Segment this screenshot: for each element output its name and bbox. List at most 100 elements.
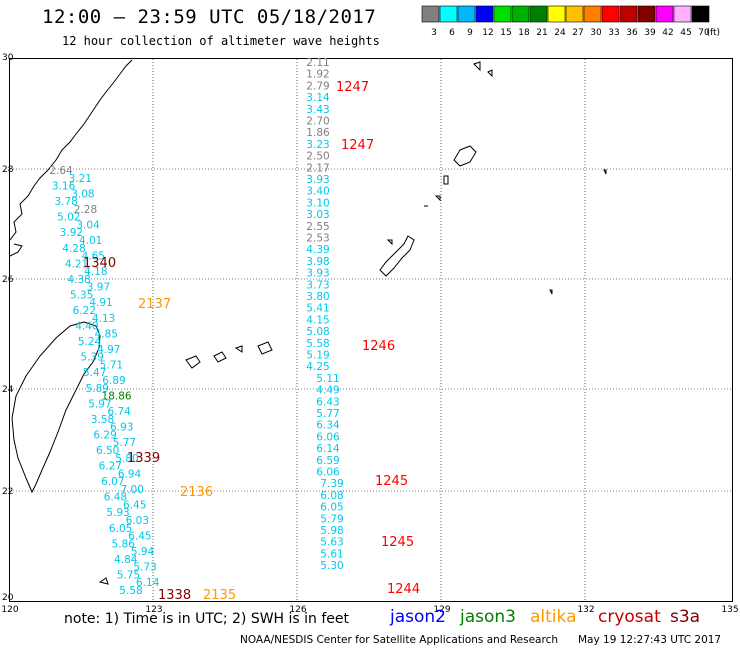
wave-height-value: 5.39: [80, 352, 103, 364]
legend-swatch: [547, 5, 566, 23]
wave-height-value: 4.25: [306, 361, 329, 373]
legend-swatch: [421, 5, 440, 23]
china-coastline: [9, 59, 133, 257]
wave-height-value: 3.23: [306, 139, 329, 151]
track-east: 2.111.922.793.143.432.701.863.232.502.17…: [306, 57, 343, 572]
wave-height-value: 5.93: [106, 507, 129, 519]
legend-label: 30: [590, 28, 602, 38]
legend-swatch: [619, 5, 638, 23]
wave-height-value: 5.75: [117, 569, 140, 581]
coastlines: [9, 59, 607, 585]
wave-height-value: 5.73: [133, 562, 156, 574]
y-tick-label: 28: [2, 165, 14, 175]
wave-height-value: 6.50: [96, 445, 119, 457]
pass-time-label: 1247: [341, 138, 374, 153]
wave-height-value: 4.84: [114, 554, 138, 566]
wave-height-value: 3.40: [306, 186, 329, 198]
pass-time-label: 1245: [375, 474, 408, 489]
miyako-coastline: [234, 345, 243, 353]
wave-height-value: 2.17: [306, 162, 329, 174]
amami-coastline: [453, 145, 477, 167]
wave-height-value: 6.06: [316, 431, 340, 443]
wave-height-value: 4.28: [62, 243, 85, 255]
wave-height-value: 5.89: [86, 383, 109, 395]
satellite-altika: altika: [530, 607, 577, 627]
legend-swatch: [673, 5, 692, 23]
wave-height-value: 5.63: [320, 537, 343, 549]
map-title: 12:00 — 23:59 UTC 05/18/2017: [42, 6, 377, 28]
legend-label: 33: [608, 28, 619, 38]
legend-label: 6: [449, 28, 455, 38]
wave-height-value: 3.03: [306, 209, 329, 221]
wave-height-value: 4.13: [92, 313, 115, 325]
legend-swatch: [475, 5, 494, 23]
wave-height-value: 5.58: [306, 338, 329, 350]
x-tick-label: 126: [289, 605, 306, 615]
wave-height-value: 6.14: [316, 443, 340, 455]
pass-time-label: 2135: [203, 588, 236, 603]
wave-height-value: 6.14: [136, 577, 160, 589]
wave-height-value: 5.86: [112, 538, 136, 550]
tokara-coastline: [386, 61, 493, 246]
wave-height-value: 3.21: [69, 173, 92, 185]
wave-height-value: 6.59: [316, 455, 339, 467]
wave-height-value: 3.97: [87, 282, 110, 294]
legend-label: 15: [500, 28, 511, 38]
legend-label: 21: [536, 28, 547, 38]
x-tick-label: 120: [1, 605, 18, 615]
x-tick-label: 123: [145, 605, 162, 615]
wave-height-value: 7.00: [120, 484, 143, 496]
wave-height-value: 4.15: [306, 314, 329, 326]
wave-height-value: 5.30: [320, 560, 343, 572]
wave-height-value: 4.40: [75, 321, 98, 333]
wave-height-value: 5.24: [78, 336, 102, 348]
legend-swatch: [529, 5, 548, 23]
wave-height-value: 5.71: [100, 359, 123, 371]
wave-height-value: 6.45: [123, 499, 146, 511]
wave-height-value: 3.93: [306, 174, 329, 186]
pass-time-label: 1247: [336, 80, 369, 95]
wave-height-value: 5.11: [316, 373, 339, 385]
map-subtitle: 12 hour collection of altimeter wave hei…: [62, 34, 380, 48]
wave-height-value: 3.78: [54, 196, 77, 208]
wave-height-value: 5.58: [119, 585, 142, 597]
wave-height-value: 6.74: [107, 406, 131, 418]
track-west: 2.643.213.163.083.782.285.023.043.924.01…: [49, 165, 159, 597]
pass-times: 1247 1247 1340 2137 1246 1339 1245 2136 1245 1244…: [83, 80, 420, 603]
x-tick-label: 129: [433, 605, 450, 615]
wave-height-value: 5.80: [115, 453, 138, 465]
satellite-cryosat: cryosat: [598, 607, 661, 627]
wave-height-value: 5.77: [113, 437, 136, 449]
wave-height-value: 6.94: [118, 468, 142, 480]
legend-label: 39: [644, 28, 656, 38]
wave-height-value: 6.45: [128, 531, 151, 543]
x-tick-label: 132: [577, 605, 594, 615]
wave-height-value: 6.27: [99, 461, 122, 473]
pass-time-label: 1338: [158, 588, 191, 603]
wave-height-value: 6.22: [73, 305, 96, 317]
pass-time-label: 1246: [362, 339, 395, 354]
wave-height-value: 3.93: [306, 268, 329, 280]
wave-height-value: 2.70: [306, 116, 329, 128]
wave-height-value: 5.47: [83, 367, 106, 379]
pass-time-label: 2137: [138, 297, 171, 312]
wave-height-value: 3.80: [306, 291, 329, 303]
wave-height-value: 5.98: [320, 525, 343, 537]
legend-label: 9: [467, 28, 473, 38]
wave-height-value: 2.53: [306, 233, 329, 245]
legend-swatch: [565, 5, 584, 23]
wave-height-value: 5.77: [316, 408, 339, 420]
wave-height-value: 5.61: [320, 548, 343, 560]
legend-swatches: 3 6 9 12 15 18 21 24 27 30 33 36 39 42 45 70(ft): [421, 5, 720, 38]
wave-height-value: 2.11: [306, 57, 329, 69]
wave-height-value: 4.18: [84, 266, 107, 278]
wave-height-value: 6.05: [320, 502, 343, 514]
wave-height-value: 5.79: [320, 513, 343, 525]
wave-height-value: 4.91: [89, 297, 112, 309]
wave-height-value: 6.05: [109, 523, 132, 535]
wave-height-value: 2.28: [74, 204, 97, 216]
wave-height-value: 6.43: [316, 396, 339, 408]
wave-height-value: 4.01: [79, 235, 102, 247]
wave-height-value: 3.14: [306, 92, 330, 104]
wave-height-value: 3.98: [306, 256, 329, 268]
